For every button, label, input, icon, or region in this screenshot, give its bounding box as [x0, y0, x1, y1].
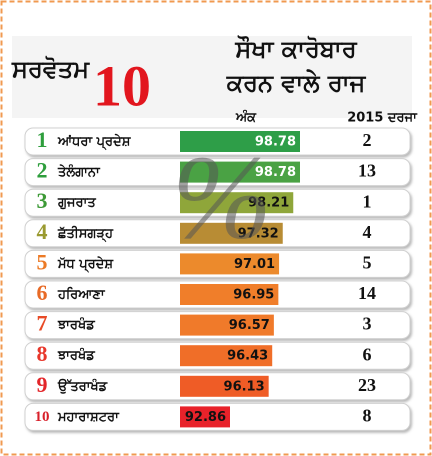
value-label: 96.57	[229, 318, 270, 333]
rank: 7	[37, 311, 48, 336]
bar	[180, 192, 294, 214]
header-band	[12, 36, 412, 118]
state-name: ਤੇਲੰਗਾਨਾ	[57, 163, 101, 180]
value-header: ਅੰਕ	[235, 109, 257, 126]
prev-rank: 6	[363, 344, 372, 364]
value-label: 98.21	[248, 196, 289, 211]
bar	[180, 375, 269, 397]
rank: 3	[37, 188, 48, 213]
title-line2: ਕਰਨ ਵਾਲੇ ਰਾਜ	[226, 69, 367, 97]
prev-rank: 23	[358, 375, 376, 395]
title-left: ਸਰਵੋਤਮ	[11, 55, 90, 83]
state-name: ਹਰਿਆਣਾ	[57, 287, 106, 303]
title-number: 10	[93, 53, 151, 118]
state-name: ਗੁਜਰਾਤ	[57, 196, 96, 211]
state-name: ਮੱਧ ਪ੍ਰਦੇਸ਼	[57, 256, 114, 273]
value-label: 96.95	[233, 288, 274, 303]
state-name: ਝਾਰਖੰਡ	[57, 316, 95, 333]
bar	[180, 314, 274, 336]
prev-rank: 2	[363, 130, 372, 150]
value-label: 96.13	[224, 379, 265, 394]
bar	[180, 222, 283, 244]
rank: 9	[37, 372, 48, 397]
state-name: ਛੱਤੀਸਗੜ੍ਹ	[57, 225, 114, 242]
prev-rank: 4	[363, 222, 372, 242]
rank-header: 2015 ਦਰਜਾ	[347, 111, 418, 126]
value-label: 92.86	[185, 410, 226, 425]
bar	[180, 406, 230, 428]
prev-rank: 14	[358, 283, 376, 303]
prev-rank: 5	[363, 253, 372, 273]
watermark: %	[172, 131, 272, 264]
bar	[180, 253, 280, 275]
prev-rank: 3	[363, 314, 372, 334]
value-label: 97.01	[234, 257, 275, 272]
rank: 4	[37, 219, 48, 244]
rank: 1	[37, 127, 48, 152]
rows: 1 ਆਂਧਰਾ ਪ੍ਰਦੇਸ਼ 98.78 22 ਤੇਲੰਗਾਨਾ 98.78 133 ਗੁਜ…	[24, 127, 411, 431]
bar	[180, 284, 279, 305]
state-name: ਉੱਤਰਾਖੰਡ	[57, 377, 108, 394]
bar	[180, 345, 273, 367]
prev-rank: 1	[363, 191, 372, 211]
state-name: ਝਾਰਖੰਡ	[57, 347, 95, 364]
rank: 2	[37, 158, 48, 183]
rank: 8	[37, 341, 48, 366]
value-label: 98.78	[255, 165, 296, 180]
value-label: 98.78	[255, 135, 296, 150]
rank: 10	[35, 409, 50, 425]
state-name: ਮਹਾਰਾਸ਼ਟਰਾ	[57, 410, 120, 425]
prev-rank: 8	[363, 406, 372, 426]
rank: 6	[37, 280, 48, 305]
value-label: 96.43	[227, 349, 268, 364]
title-line1: ਸੌਖਾ ਕਾਰੋਬਾਰ	[234, 35, 357, 63]
bar	[180, 131, 300, 152]
value-label: 97.32	[238, 226, 279, 241]
state-name: ਆਂਧਰਾ ਪ੍ਰਦੇਸ਼	[57, 134, 132, 151]
bar	[180, 161, 300, 183]
prev-rank: 13	[358, 161, 376, 181]
rank: 5	[37, 249, 48, 274]
